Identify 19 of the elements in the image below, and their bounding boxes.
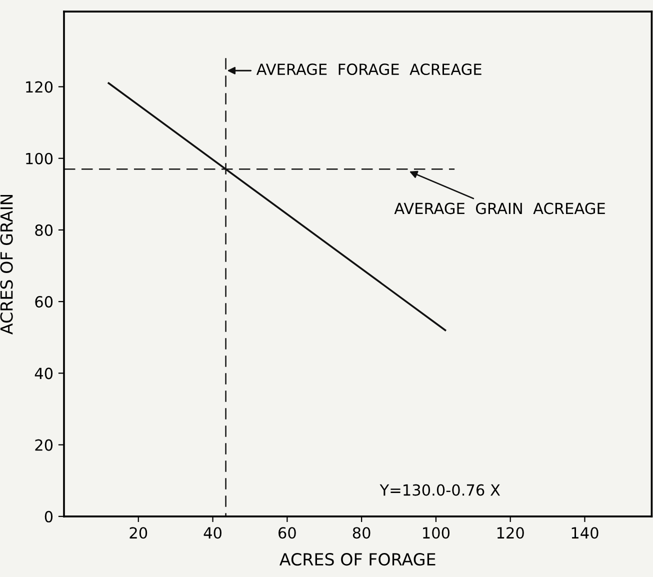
x-axis-title: ACRES OF FORAGE (280, 553, 436, 566)
y-tick-label: 100 (26, 152, 53, 164)
x-tick-label: 80 (352, 527, 370, 539)
x-tick-label: 20 (130, 527, 148, 539)
x-tick-label: 40 (204, 527, 222, 539)
y-tick-label: 60 (35, 296, 53, 308)
annotation: AVERAGE GRAIN ACREAGE (394, 202, 605, 214)
annotation: AVERAGE FORAGE ACREAGE (256, 64, 482, 76)
annotation: Y=130.0-0.76 X (380, 484, 500, 496)
y-axis-title: ACRES OF GRAIN (0, 194, 13, 335)
y-tick-label: 80 (35, 224, 53, 236)
x-tick-label: 120 (497, 527, 524, 539)
y-tick-label: 120 (26, 81, 53, 93)
x-tick-label: 100 (423, 527, 450, 539)
y-tick-label: 40 (34, 368, 53, 380)
x-tick-label: 60 (278, 527, 296, 539)
y-tick-label: 20 (35, 439, 53, 451)
y-tick-label: 0 (44, 510, 53, 522)
x-tick-label: 140 (572, 527, 598, 539)
